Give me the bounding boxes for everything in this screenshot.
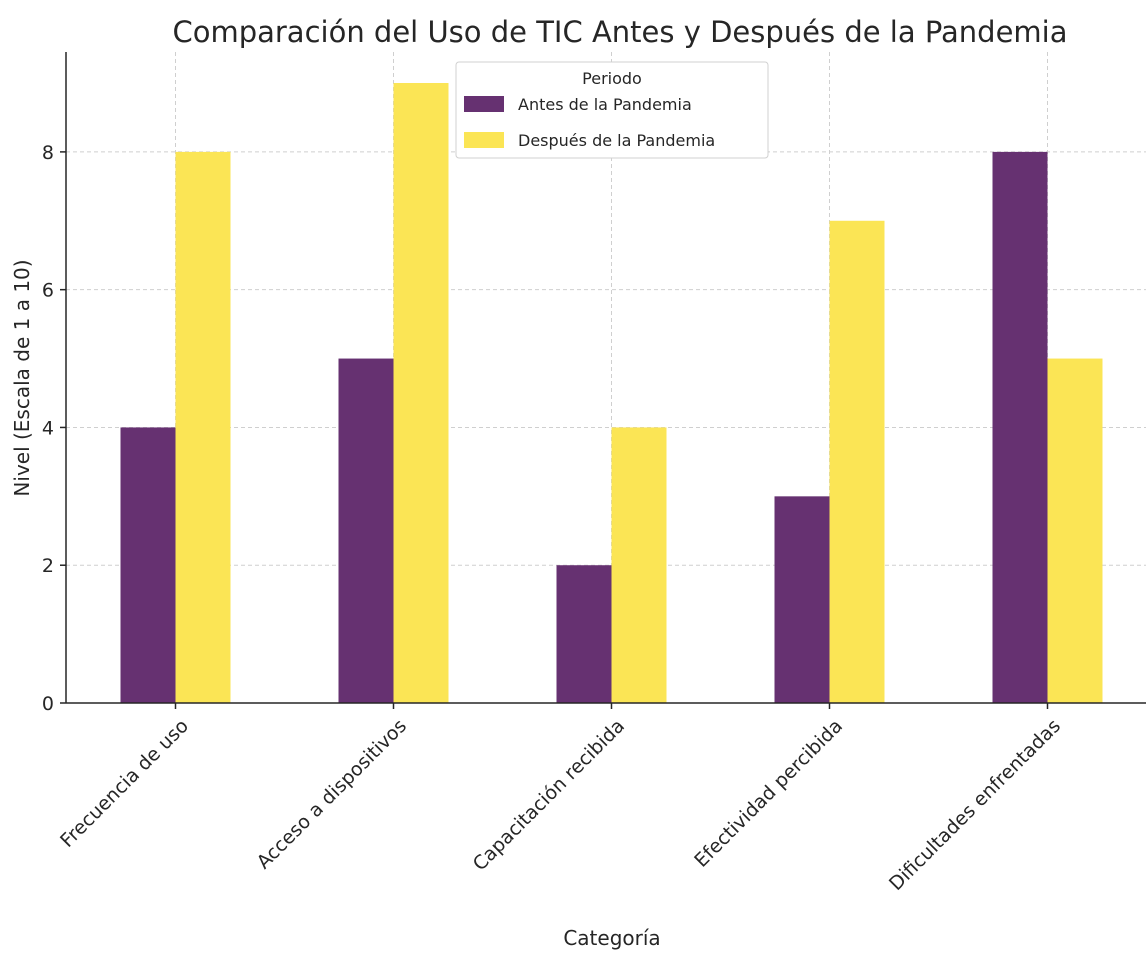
- legend-title: Periodo: [582, 69, 642, 88]
- x-tick-label: Frecuencia de uso: [56, 715, 193, 852]
- legend-label: Después de la Pandemia: [518, 131, 715, 150]
- y-tick-label: 6: [42, 280, 54, 302]
- x-tick-label: Acceso a dispositivos: [253, 715, 411, 873]
- bar-despues-4: [1047, 358, 1103, 703]
- y-ticks: 0 2 4 6 8: [42, 142, 66, 715]
- y-tick-label: 0: [42, 693, 54, 715]
- x-tick-label: Capacitación recibida: [469, 715, 629, 875]
- y-tick-label: 8: [42, 142, 54, 164]
- bar-antes-4: [992, 151, 1048, 703]
- legend-label: Antes de la Pandemia: [518, 95, 692, 114]
- y-tick-label: 4: [42, 417, 54, 439]
- bar-despues-1: [393, 83, 449, 703]
- bar-antes-2: [556, 565, 612, 703]
- chart-title: Comparación del Uso de TIC Antes y Despu…: [172, 15, 1067, 49]
- legend-swatch: [464, 96, 504, 112]
- legend-items: Antes de la Pandemia Después de la Pandem…: [464, 95, 715, 150]
- bar-antes-0: [120, 427, 176, 703]
- x-ticks: Frecuencia de uso Acceso a dispositivos Ca…: [56, 703, 1065, 895]
- x-axis-label: Categoría: [563, 926, 660, 950]
- legend-box: [455, 61, 769, 159]
- x-tick-label: Efectividad percibida: [690, 715, 847, 872]
- x-tick-label: Dificultades enfrentadas: [885, 715, 1065, 895]
- legend-swatch: [464, 132, 504, 148]
- bar-despues-3: [829, 220, 885, 703]
- bar-despues-0: [175, 151, 231, 703]
- y-tick-label: 2: [42, 555, 54, 577]
- bars: [120, 83, 1103, 703]
- bar-antes-3: [774, 496, 830, 703]
- bar-despues-2: [611, 427, 667, 703]
- legend: Periodo Antes de la Pandemia Después de l…: [455, 61, 769, 159]
- y-axis-label: Nivel (Escala de 1 a 10): [10, 259, 34, 496]
- bar-antes-1: [338, 358, 394, 703]
